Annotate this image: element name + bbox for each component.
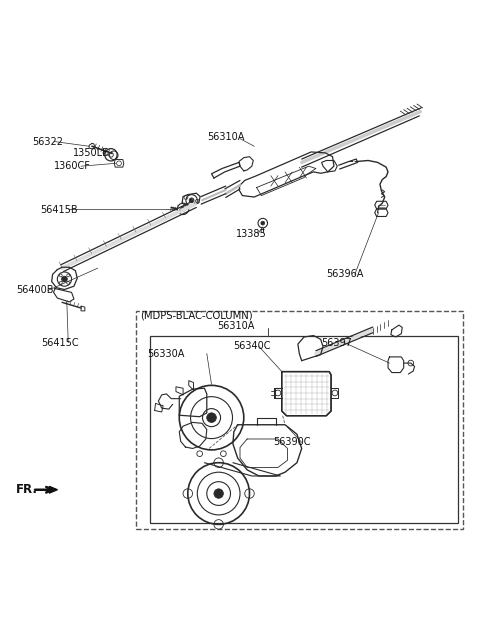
Circle shape: [214, 489, 223, 498]
Text: 56396A: 56396A: [326, 270, 364, 279]
Circle shape: [61, 276, 67, 282]
Text: 1360CF: 1360CF: [54, 161, 91, 171]
Text: FR.: FR.: [16, 483, 38, 496]
Text: 56390C: 56390C: [273, 438, 311, 447]
Text: (MDPS-BLAC-COLUMN): (MDPS-BLAC-COLUMN): [140, 310, 253, 320]
Text: 56322: 56322: [32, 137, 63, 146]
Text: 56397: 56397: [322, 338, 352, 348]
Text: 56415C: 56415C: [42, 338, 79, 348]
Text: 56415B: 56415B: [40, 205, 77, 215]
Text: 56330A: 56330A: [147, 349, 185, 359]
Circle shape: [261, 221, 264, 225]
Text: 56340C: 56340C: [233, 342, 270, 352]
Circle shape: [189, 198, 194, 203]
Text: 13385: 13385: [236, 228, 267, 238]
Bar: [136, 311, 463, 529]
Polygon shape: [49, 487, 57, 493]
Circle shape: [207, 413, 216, 422]
Bar: [150, 336, 458, 523]
Circle shape: [180, 207, 185, 211]
Text: 1350LE: 1350LE: [73, 148, 109, 158]
Text: 56310A: 56310A: [207, 132, 244, 142]
Text: 56400B: 56400B: [16, 286, 54, 296]
Text: 56310A: 56310A: [217, 321, 255, 331]
